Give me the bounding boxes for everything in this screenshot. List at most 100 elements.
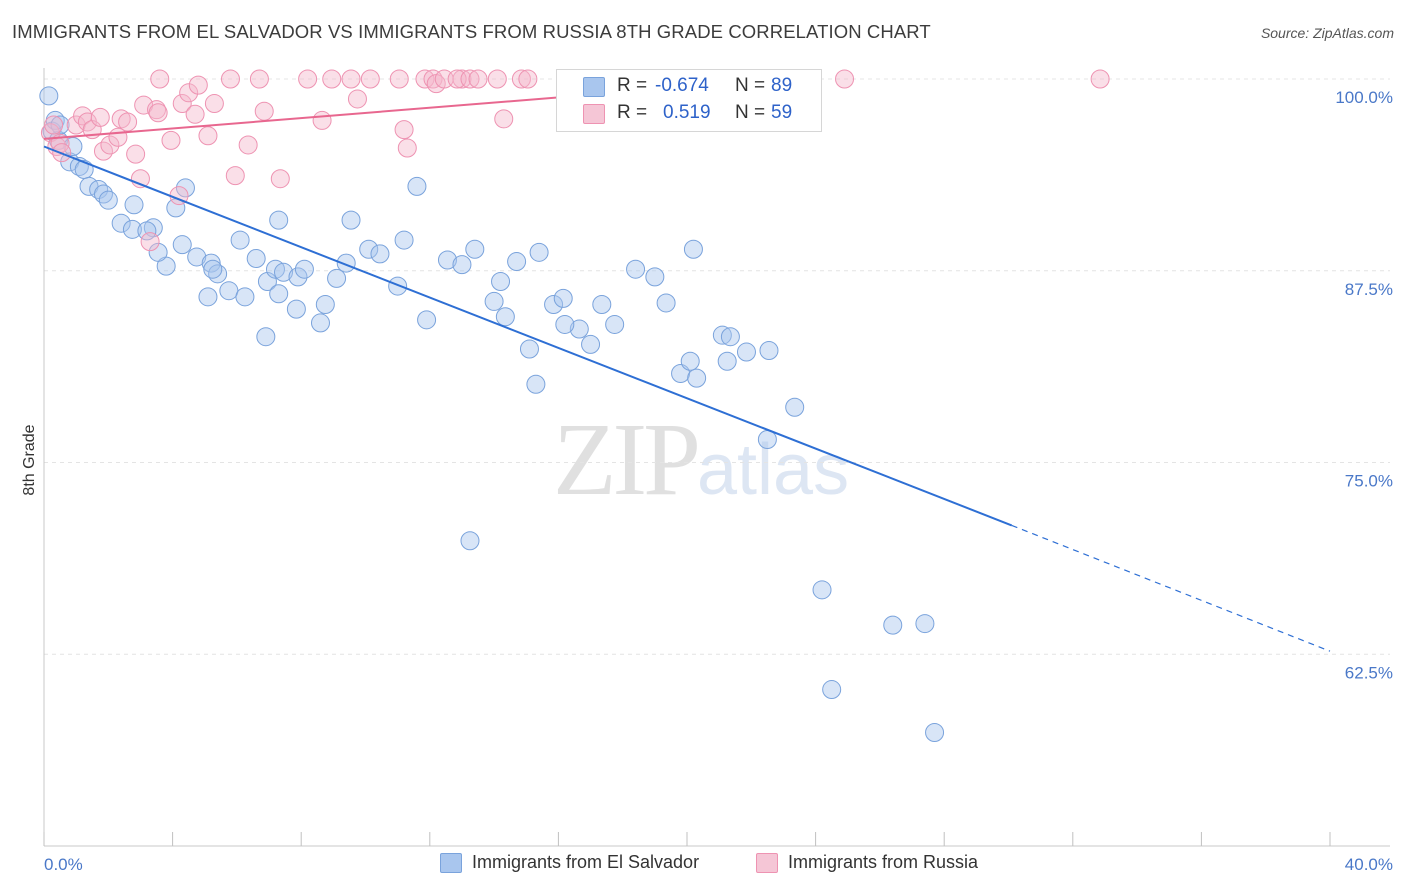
r-label: R = <box>617 102 648 123</box>
data-point <box>254 101 274 121</box>
data-point <box>656 293 676 313</box>
data-point <box>294 259 314 279</box>
data-point <box>175 178 195 198</box>
data-point <box>812 580 832 600</box>
data-point <box>553 288 573 308</box>
data-point <box>137 221 157 241</box>
x-tick-label: 40.0% <box>1345 855 1393 874</box>
data-point <box>736 342 756 362</box>
y-tick-label: 62.5% <box>1345 663 1393 682</box>
data-point <box>188 75 208 95</box>
data-point <box>111 213 131 233</box>
data-point <box>415 69 435 89</box>
data-point <box>712 325 732 345</box>
data-point <box>394 230 414 250</box>
data-point <box>592 294 612 314</box>
data-point <box>48 130 68 150</box>
data-point <box>66 115 86 135</box>
data-point <box>389 69 409 89</box>
data-point <box>122 219 142 239</box>
data-point <box>822 680 842 700</box>
source-label: Source: ZipAtlas.com <box>1260 25 1394 41</box>
data-point <box>172 94 192 114</box>
data-point <box>452 255 472 275</box>
data-point <box>417 310 437 330</box>
watermark-zip: ZIP <box>553 402 701 517</box>
data-point <box>201 253 221 273</box>
data-point <box>683 239 703 259</box>
n-value: 59 <box>771 102 793 123</box>
data-point <box>235 287 255 307</box>
data-point <box>581 334 601 354</box>
data-point <box>108 127 128 147</box>
data-point <box>150 69 170 89</box>
data-point <box>883 615 903 635</box>
data-point <box>495 307 515 327</box>
data-point <box>460 69 480 89</box>
chart-title: IMMIGRANTS FROM EL SALVADOR VS IMMIGRANT… <box>12 21 931 42</box>
data-point <box>230 230 250 250</box>
data-point <box>203 259 223 279</box>
y-tick-label: 75.0% <box>1345 472 1393 491</box>
data-point <box>759 341 779 361</box>
data-point <box>312 110 332 130</box>
data-point <box>124 195 144 215</box>
data-point <box>452 69 472 89</box>
data-point <box>555 314 575 334</box>
data-point <box>407 176 427 196</box>
data-point <box>394 120 414 140</box>
data-point <box>645 267 665 287</box>
stats-row-el-salvador: R = -0.674 N = 89 <box>557 75 821 99</box>
data-point <box>720 327 740 347</box>
data-point <box>494 109 514 129</box>
data-point <box>370 244 390 264</box>
data-point <box>529 242 549 262</box>
data-point <box>44 115 64 135</box>
data-point <box>219 281 239 301</box>
data-point <box>274 262 294 282</box>
legend-blue-swatch <box>440 853 462 873</box>
data-point <box>270 169 290 189</box>
data-point <box>518 69 538 89</box>
data-point <box>256 327 276 347</box>
legend-pink-swatch <box>756 853 778 873</box>
r-label: R = <box>617 75 648 96</box>
trend-line <box>43 145 1013 527</box>
data-point <box>605 314 625 334</box>
legend-label: Immigrants from El Salvador <box>472 852 700 872</box>
n-label: N = <box>735 75 766 96</box>
pink-swatch <box>583 104 605 124</box>
data-point <box>915 614 935 634</box>
data-point <box>569 319 589 339</box>
data-point <box>148 242 168 262</box>
data-point <box>327 268 347 288</box>
data-point <box>322 69 342 89</box>
data-point <box>249 69 269 89</box>
blue-swatch <box>583 77 605 97</box>
data-point <box>100 135 120 155</box>
n-label: N = <box>735 102 766 123</box>
data-point <box>225 166 245 186</box>
y-tick-label: 100.0% <box>1335 88 1393 107</box>
r-value: 0.519 <box>663 102 711 123</box>
data-point <box>388 276 408 296</box>
data-point <box>269 210 289 230</box>
data-point <box>238 135 258 155</box>
n-value: 89 <box>771 75 793 96</box>
trend-line-extension <box>1011 524 1331 652</box>
y-tick-label: 87.5% <box>1345 280 1393 299</box>
data-point <box>687 368 707 388</box>
data-point <box>925 722 945 742</box>
data-point <box>39 86 59 106</box>
data-point <box>310 313 330 333</box>
data-point <box>507 252 527 272</box>
data-point <box>298 69 318 89</box>
data-point <box>341 69 361 89</box>
data-point <box>1090 69 1110 89</box>
r-value: -0.674 <box>655 75 709 96</box>
watermark-atlas: atlas <box>697 430 850 510</box>
data-point <box>519 339 539 359</box>
data-point <box>465 239 485 259</box>
data-point <box>204 94 224 114</box>
